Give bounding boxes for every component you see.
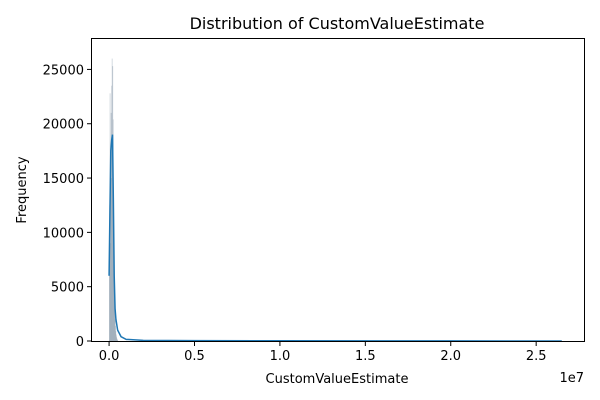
y-tick-label: 20000 [43,118,84,133]
histogram-bar [113,264,115,341]
histogram-bar [115,334,117,341]
histogram-bar [110,112,112,341]
histogram-bar [112,145,113,341]
histogram-bar [114,292,115,341]
histogram-bar [115,331,117,341]
x-tick-label: 0.5 [184,349,205,364]
histogram-bar [111,58,113,341]
plot-frame [91,38,585,342]
histogram-bar [114,319,116,341]
histogram-bar [115,325,116,341]
histogram-bar [116,339,118,341]
y-axis-ticks: 0 5000 10000 15000 20000 25000 [43,63,92,350]
histogram-bar [116,338,118,341]
x-tick-label: 1.5 [355,349,376,364]
y-tick-label: 15000 [43,172,84,187]
histogram-bar [109,275,110,341]
x-tick-label: 2.5 [526,349,547,364]
histogram-bar [111,85,113,342]
x-tick-label: 0.0 [99,349,120,364]
histogram-bar [117,339,118,341]
kde-line [108,134,562,342]
chart-title: Distribution of CustomValueEstimate [190,14,485,33]
histogram-bar [110,167,112,341]
y-tick-label: 10000 [43,226,84,241]
histogram-bar [110,243,111,341]
y-axis-label: Frequency [15,156,30,223]
x-axis-ticks: 0.0 0.5 1.0 1.5 2.0 2.5 [99,341,547,364]
y-tick-label: 0 [76,335,84,350]
y-tick-label: 25000 [43,63,84,78]
histogram-bar [116,336,117,341]
x-axis-scale-note: 1e7 [559,371,584,386]
x-axis-label: CustomValueEstimate [266,372,409,387]
x-tick-label: 2.0 [440,349,461,364]
y-tick-label: 5000 [51,281,84,296]
x-tick-label: 1.0 [270,349,291,364]
histogram-bar [111,178,112,341]
histogram-bar [114,308,116,341]
